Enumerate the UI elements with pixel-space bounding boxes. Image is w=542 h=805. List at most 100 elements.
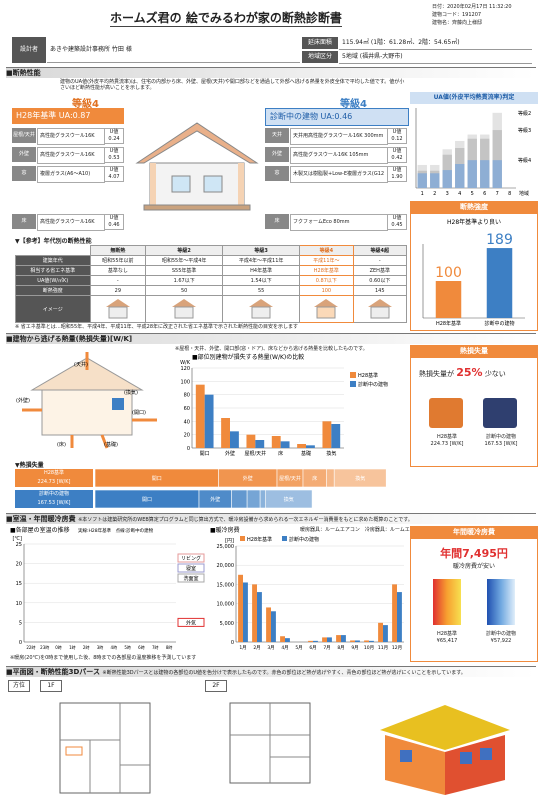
y-tick-label: 60	[184, 406, 190, 412]
bar	[392, 584, 397, 642]
info-label: 延床面積	[302, 37, 338, 49]
bar	[257, 592, 262, 642]
bar	[492, 160, 502, 188]
u-number: 4.07	[108, 174, 120, 180]
house-icon	[314, 299, 339, 319]
legend-label: H28基準	[358, 372, 378, 379]
x-tick-label: 23時	[40, 644, 49, 650]
x-tick-label: 11月	[378, 645, 388, 651]
x-tick-label: 12月	[392, 645, 402, 651]
part-label: 床	[265, 214, 289, 229]
panel-title: 熱損失量	[410, 345, 538, 357]
bar	[221, 418, 230, 448]
roof	[314, 299, 339, 307]
u-label: U値	[109, 167, 119, 173]
x-tick-label: 屋根/天井	[244, 450, 266, 457]
u-label: U値	[109, 148, 119, 154]
legend-swatch	[350, 381, 356, 387]
section-heading: ■建物から逃げる熱量(熱損失量)[W/K]	[6, 333, 536, 344]
legend-label: 外気	[186, 619, 196, 626]
y-tick-label: 20	[184, 433, 190, 439]
bar	[336, 635, 341, 642]
house-heat-diagram: (天井) (外壁) (開口) (床) (換気) (基礎)	[16, 352, 157, 449]
intro-text: ※屋根・天井、外壁、開口部(窓・ドア)、床などから逃げる熱量を比較したものです。	[175, 346, 368, 352]
bar	[322, 421, 332, 448]
x-tick-label: 8月	[337, 645, 344, 651]
stack-segment	[231, 489, 248, 509]
window	[203, 175, 223, 193]
cell: 1.54以下	[222, 275, 301, 286]
bar	[467, 160, 477, 188]
roof	[380, 705, 510, 750]
cell: 100	[299, 285, 354, 296]
percent: 25%	[456, 366, 483, 379]
bar	[492, 130, 502, 188]
label: H28基準 ¥65,417	[423, 631, 471, 645]
value: 167.53 [W/K]	[37, 500, 71, 506]
bar	[306, 445, 315, 448]
legend-box	[177, 573, 205, 583]
standard-caption: H28年基準 UA:0.87	[12, 108, 124, 124]
heat-loss-chart: 0 20 40 60 80 100 120 開口 外壁 屋根/天井 床 基礎 換気 W/K■部位別建物が損…	[180, 353, 388, 457]
u-label: U値	[392, 129, 402, 135]
info-label: 地域区分	[302, 51, 338, 63]
bar	[417, 173, 427, 188]
cell: H28年基準	[299, 265, 354, 276]
text: 少ない	[484, 370, 506, 378]
cost-icon	[487, 579, 515, 625]
cost-icon	[433, 579, 461, 625]
heat-loss-breakdown: 開口 外壁 屋根/天井床換気開口 外壁 換気	[95, 468, 387, 509]
x-tick-label: 開口	[200, 451, 210, 457]
note: ※暖房(20℃)を0時まで使用した後、8時までの各部屋の温度推移を予測しています	[10, 655, 197, 661]
cell: 0.87以下	[299, 275, 354, 286]
bar	[480, 160, 490, 188]
label: H28基準	[436, 434, 458, 440]
y-tick-label: 20	[16, 562, 22, 568]
bar	[430, 173, 440, 188]
heading: ■平面図・断熱性能3Dパース	[6, 668, 100, 676]
table-row: 相当する省エネ基準 基準なし S55年基準 H4年基準 H28年基準 ZEH基準	[15, 265, 408, 276]
label: 診断中の建物 ¥57,922	[475, 631, 527, 645]
u-value: U値 0.42	[387, 147, 407, 163]
x-tick-label: 3時	[97, 644, 104, 650]
heater-icon	[429, 398, 463, 428]
wall	[149, 162, 245, 206]
row-label: イメージ	[15, 295, 91, 323]
x-tick-label: 0時	[55, 644, 62, 650]
y-tick-label: 40	[184, 419, 190, 425]
bar	[308, 640, 313, 642]
y-tick-label: 10,000	[217, 602, 235, 608]
info-value: あきや建築設計事務所 竹田 様	[47, 37, 300, 63]
column-header: 無断熱	[89, 245, 147, 256]
floor-plans	[229, 702, 311, 784]
legend-swatch	[240, 536, 245, 541]
device-note: 暖房器具：ルームエアコン 冷房器具：ルームエアコン	[300, 527, 425, 533]
insulation	[150, 163, 156, 205]
row-label: UA値(W/㎡K)	[15, 275, 91, 286]
reference-table: 無断熱 等級2 等級3 等級4 等級4超 建築年代 昭和55年以前 昭和55年〜平成4年 平成4…	[15, 245, 408, 323]
window	[400, 750, 412, 762]
x-tick-label: 5	[471, 191, 474, 197]
spec-text: 高性能グラスウール16K 50mm	[37, 128, 105, 145]
temperature-chart: 0 5 10 15 20 25 22時 23時 0時 1時 2時 3時 4時 5時 6時 7時 8時 [℃] ■各部…	[10, 526, 205, 650]
y-tick-label: 15,000	[217, 582, 235, 588]
caption: H28年基準	[16, 111, 57, 120]
chart-title: UA値(外皮平均熱貫流率)判定	[410, 92, 538, 104]
x-tick-label: 5月	[295, 645, 302, 651]
u-value: U値 0.53	[104, 147, 124, 163]
y-tick-label: 5,000	[220, 621, 234, 627]
bar	[486, 248, 513, 318]
segment-label: 外壁	[243, 475, 253, 482]
label: H28基準	[436, 631, 458, 637]
info-label: 設計者	[12, 37, 46, 63]
y-tick-label: 15	[16, 581, 22, 587]
u-label: U値	[392, 148, 402, 154]
u-value: U値 0.46	[104, 214, 124, 230]
x-tick-label: 基礎	[301, 450, 311, 457]
column-header: 等級3	[222, 245, 301, 256]
section-heading: ■断熱性能	[6, 67, 536, 78]
u-number: 0.46	[108, 222, 120, 228]
cell: S55年基準	[145, 265, 224, 276]
segment-label: 開口	[142, 497, 152, 503]
y-tick-label: 10	[16, 601, 22, 607]
